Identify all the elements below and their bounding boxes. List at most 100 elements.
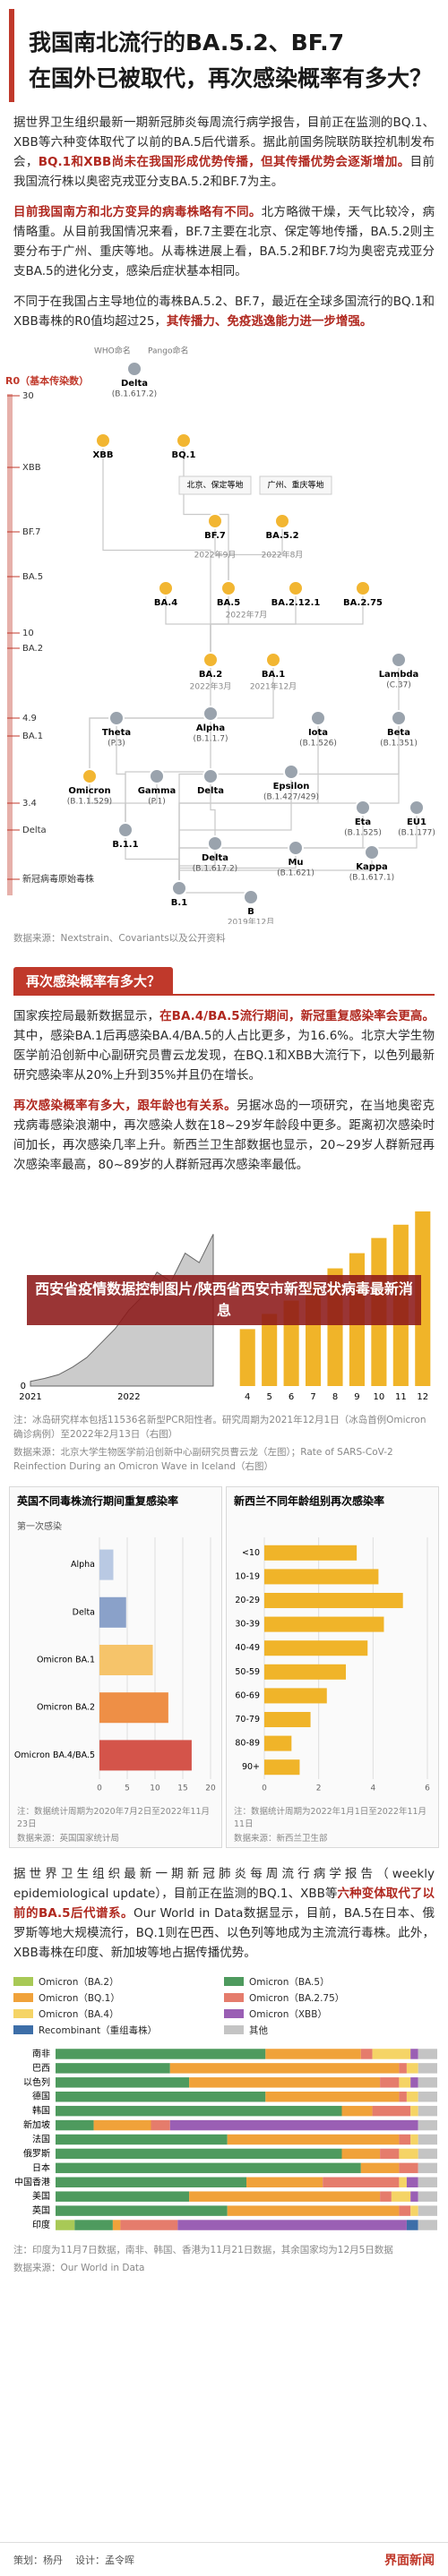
bar-segment [246,2177,323,2188]
node-name: BQ.1 [172,450,196,460]
node-name: Eta [355,817,371,827]
bar-segment [56,2049,266,2059]
tree-node [207,513,223,529]
paragraph: 再次感染概率有多大，跟年龄也有关系。另据冰岛的一项研究，在当地奥密克戎病毒感染浪… [13,1096,435,1175]
bar-segment [418,2177,437,2188]
node-pango: (B.1.427/429) [263,793,319,802]
source: 数据来源：Nextstrain、Covariants以及公开资料 [13,933,226,944]
y-tick-label: 10-19 [235,1571,260,1581]
y-tick-label: 韩国 [32,2105,50,2117]
node-pango: (P.3) [108,740,125,749]
node-name: Epsilon [273,782,310,792]
footer: 策划：杨丹 设计：孟令晖 界面新闻 [0,2542,448,2576]
r0-label: 30 [22,391,34,401]
bar-segment [56,2091,266,2102]
tree-node [364,844,380,860]
node-name: BF.7 [204,531,226,541]
date-label: 2022年3月 [190,681,232,692]
y-tick-label: Omicron BA.4/BA.5 [14,1750,95,1760]
bar-segment [341,2148,381,2160]
legend-item: Recombinant（重组毒株） [13,2022,224,2038]
legend-label: Omicron（BA.2） [39,1976,119,1988]
tree-edge [125,830,180,888]
bar [264,1711,311,1728]
bar-segment [227,2134,400,2145]
legend-label: Omicron（BA.2.75） [249,1992,345,2004]
bar-segment [189,2191,381,2202]
tree-node [108,710,125,726]
legend-item: Omicron（BA.2） [13,1973,224,1990]
tree-edge [183,441,229,588]
y-tick-label: 80-89 [235,1739,260,1749]
node-pango: (B.1.1.529) [67,798,112,807]
node-name: Alpha [196,723,225,733]
bar-segment [399,2177,407,2188]
date-label: 2022年9月 [194,550,237,561]
bar [99,1596,126,1628]
x-tick-label: 12 [417,1392,428,1402]
bar-segment [418,2105,437,2117]
text-run: BQ.1和XBB尚未在我国形成优势传播，但其传播优势会逐渐增加。 [38,155,410,169]
legend-label: Omicron（BQ.1） [39,1992,120,2004]
note: 注：印度为11月7日数据，南非、韩国、香港为11月21日数据，其余国家均为12月… [13,2245,393,2255]
bar-segment [360,2162,400,2174]
bar-segment [410,2049,418,2059]
node-name: XBB [93,450,114,460]
source: 数据来源：英国国家统计局 [17,1834,120,1844]
bar-segment [189,2077,381,2088]
legend-item: Omicron（BA.4） [13,2006,224,2022]
r0-label: 新冠病毒原始毒株 [22,873,94,885]
title-line: 我国南北流行的BA.5.2、BF.7 [29,30,345,56]
bar-segment [380,2148,400,2160]
bar-segment [380,2077,400,2088]
y-tick-label: 60-69 [235,1690,260,1700]
paragraph: 不同于在我国占主导地位的毒株BA.5.2、BF.7，最近在全球多国流行的BQ.1… [13,292,435,331]
tree-node [82,768,98,784]
bar-segment [418,2049,437,2059]
bar-segment [418,2220,437,2230]
chart-title: 新西兰不同年龄组别再次感染率 [234,1494,384,1508]
tree-edge [178,852,373,888]
legend-swatch [13,2025,33,2034]
r0-label: BA.1 [22,732,43,741]
node-pango: (P.1) [148,798,166,807]
y-tick-label: Omicron BA.2 [37,1703,95,1713]
bar-segment [323,2177,400,2188]
bar-segment [380,2191,392,2202]
legend-swatch [224,2025,244,2034]
node-name: B [247,907,254,917]
x-tick-label: 0 [97,1784,102,1793]
y-tick-label: 巴西 [32,2063,50,2074]
date-label: 2021年12月 [250,681,297,692]
callout: 广州、重庆等地 [267,480,323,491]
text-run: 北方略微干燥，天气比较冷，病情略重。从目前我国情况来看，BF.7主要在北京、保定… [13,205,435,278]
y-tick-label: 0 [21,1382,26,1391]
legend-item: Omicron（BA.2.75） [224,1990,435,2006]
node-name: Gamma [138,786,177,796]
legend-label: WHO命名 [94,346,131,356]
y-tick-label: 20-29 [235,1596,260,1605]
tree-edge [228,521,283,588]
tree-edge [210,776,216,843]
bar-segment [56,2148,342,2160]
tree-node [176,432,192,449]
legend-label: Omicron（BA.4） [39,2008,119,2020]
bar [99,1740,192,1771]
bar-segment [406,2063,418,2074]
source: 数据来源：Our World in Data [13,2263,145,2273]
tree-node [391,652,407,668]
y-axis-label: 第一次感染 [17,1520,62,1532]
paragraph: 目前我国南方和北方变异的病毒株略有不同。北方略微干燥，天气比较冷，病情略重。从目… [13,202,435,281]
y-tick-label: 南非 [32,2048,50,2059]
section-heading: 再次感染概率有多大？ [13,967,435,996]
node-name: BA.5 [217,598,240,608]
node-pango: (B.1.617.2) [112,390,157,399]
node-name: Beta [387,728,410,738]
text-run: 目前我国南方和北方变异的病毒株略有不同。 [13,205,262,219]
tree-node [202,768,219,784]
bar-segment [56,2077,190,2088]
y-tick-label: 英国 [32,2204,50,2216]
bar [415,1211,431,1386]
y-tick-label: Alpha [71,1560,95,1570]
tree-node [391,710,407,726]
